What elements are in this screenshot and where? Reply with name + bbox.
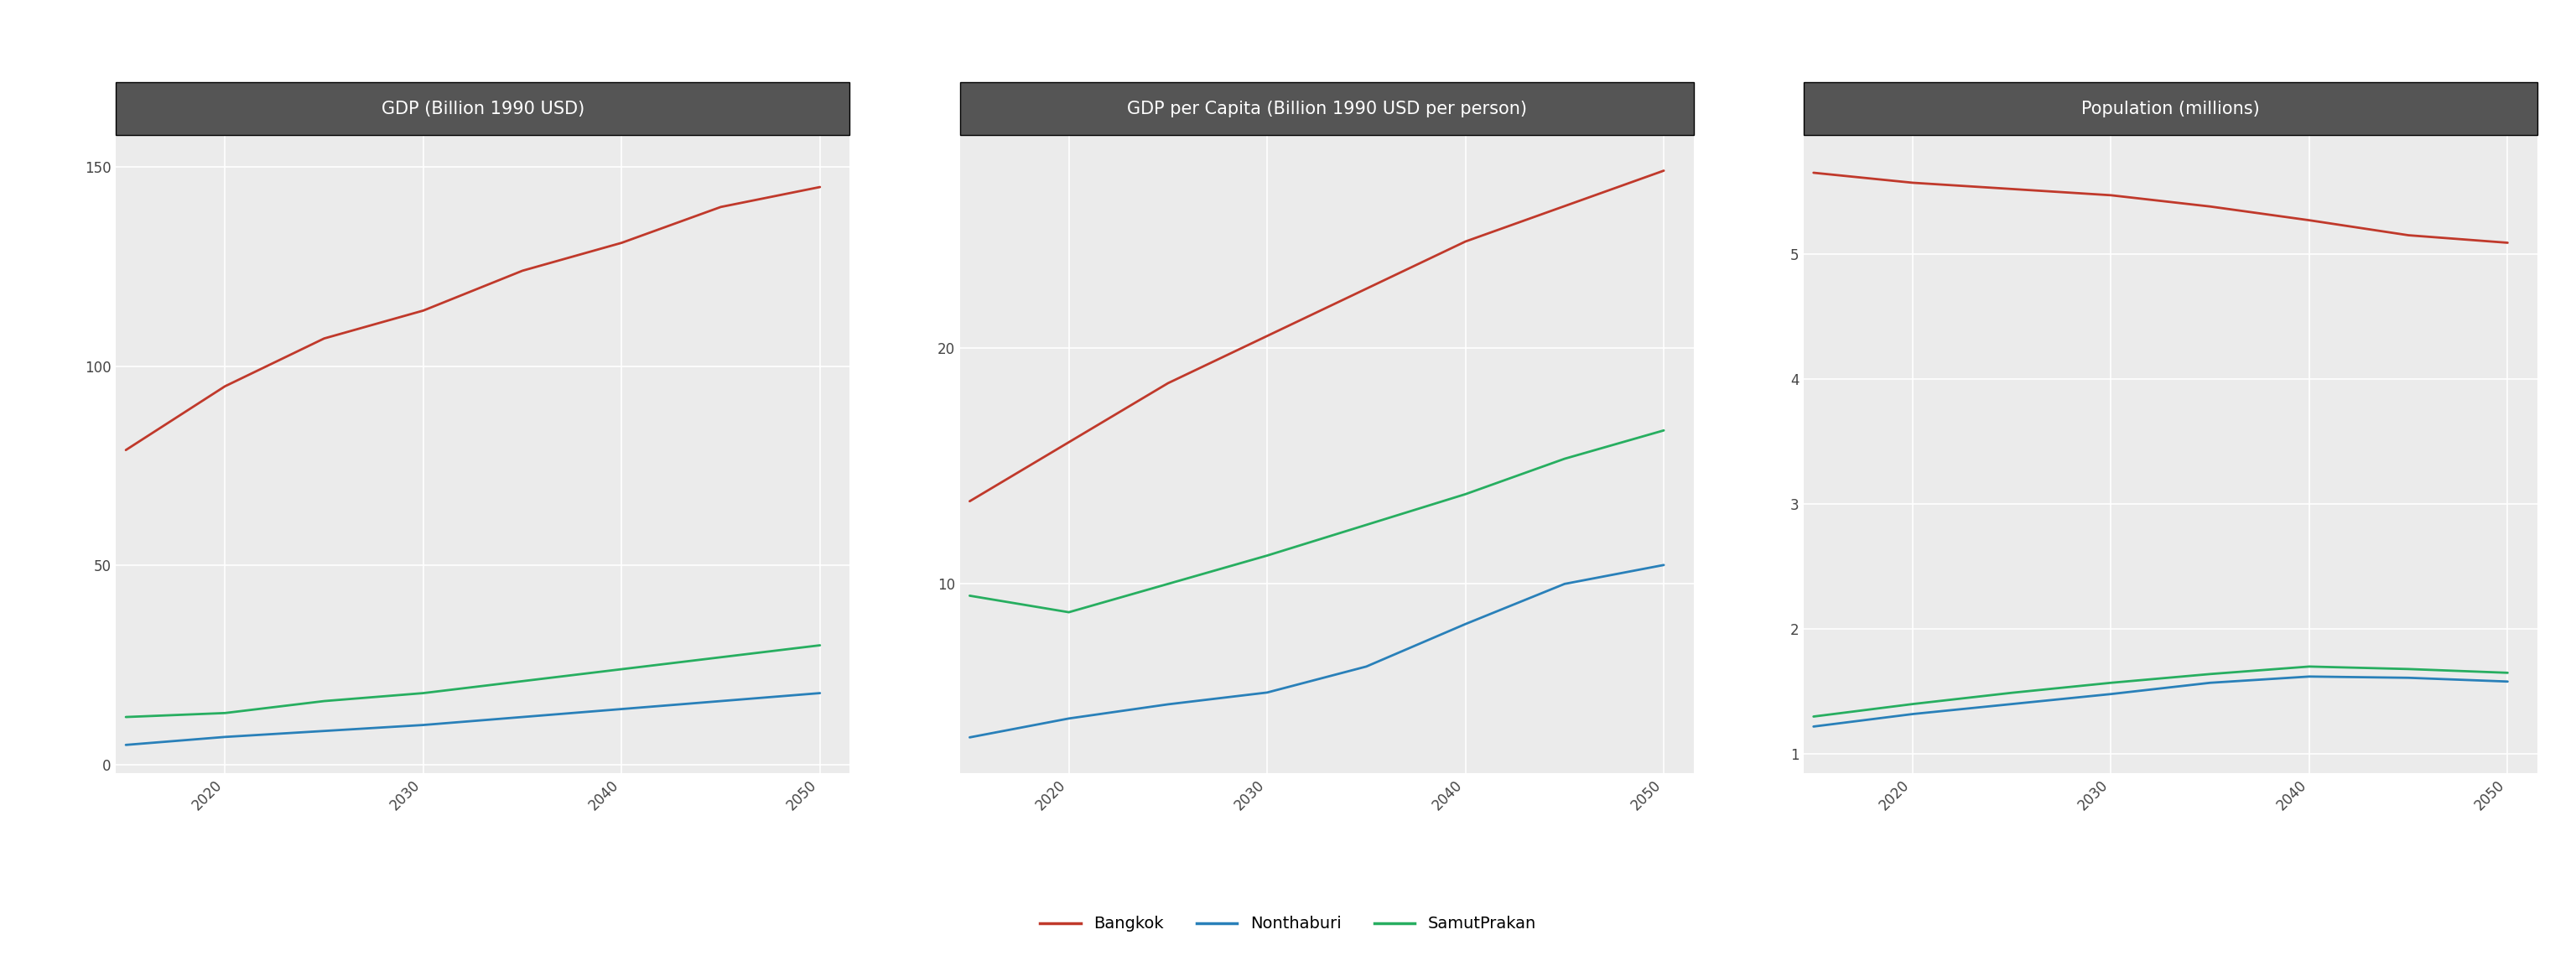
Text: GDP (Billion 1990 USD): GDP (Billion 1990 USD) [381, 100, 585, 117]
Legend: Bangkok, Nonthaburi, SamutPrakan: Bangkok, Nonthaburi, SamutPrakan [1033, 910, 1543, 939]
Text: Population (millions): Population (millions) [2081, 100, 2259, 117]
Text: GDP per Capita (Billion 1990 USD per person): GDP per Capita (Billion 1990 USD per per… [1126, 100, 1528, 117]
